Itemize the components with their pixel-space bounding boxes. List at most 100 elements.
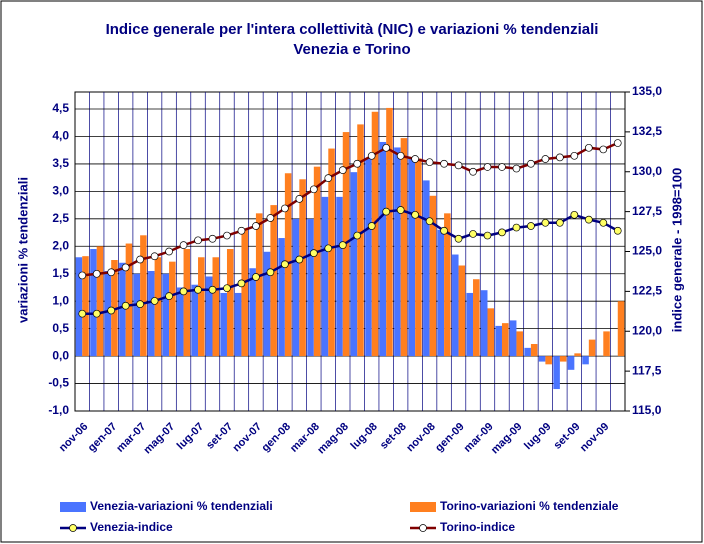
point [194,236,202,245]
point [92,309,101,318]
bar [582,356,589,365]
bar [429,195,437,357]
y2-tick-label: 120,0 [632,323,662,337]
point [136,300,144,308]
bar [270,205,277,357]
bar [501,323,509,357]
bar [278,238,285,357]
legend-swatch [60,502,86,512]
point [512,223,521,232]
bar [75,257,83,357]
point [425,158,434,167]
point [266,214,275,222]
bar [357,124,364,357]
bar [140,235,147,357]
point [584,143,593,152]
point [121,301,130,310]
point [570,210,579,219]
bar [177,287,184,357]
bar [162,273,170,357]
bar [313,166,321,357]
point [324,244,333,253]
legend-label: Torino-indice [440,520,515,534]
point [353,159,362,168]
point [92,269,101,278]
bar [408,158,416,357]
y-tick-label: 4,5 [52,101,69,115]
point [309,185,318,194]
y2-tick-label: 115,0 [632,403,662,417]
bar [480,290,488,357]
bar [473,279,480,357]
y-tick-label: 0,5 [52,321,69,335]
bar [191,284,199,357]
y2-tick-label: 132,5 [632,124,662,138]
point [78,309,87,318]
bar [559,356,567,362]
point [295,255,304,264]
point [107,306,116,315]
bar [307,218,314,357]
point [338,241,347,249]
bar [111,260,118,357]
point [338,166,347,175]
point [483,231,492,240]
point [121,263,130,272]
point [498,228,506,237]
bar [205,276,213,357]
point [483,163,492,171]
point [223,284,231,293]
point [208,234,217,243]
bar [133,273,141,357]
y-tick-label: -1,0 [48,403,69,417]
point [165,292,173,301]
bar [371,111,379,357]
y2-tick-label: 130,0 [632,164,662,178]
point [194,285,202,294]
point [541,218,550,227]
point [324,174,333,182]
point [454,234,463,243]
y2-tick-label: 117,5 [632,363,662,377]
point [556,218,564,227]
bar [321,196,329,357]
y-tick-label: 3,5 [52,156,69,170]
point [469,230,477,238]
point [425,217,434,226]
legend-marker [69,524,77,532]
y-tick-label: 3,0 [52,184,69,198]
bar [524,347,531,357]
bar [169,261,176,357]
point [382,143,391,152]
point [411,210,419,219]
point [570,151,579,160]
point [440,226,448,235]
point [440,159,448,168]
bar [220,292,227,357]
y2-tick-label: 127,5 [632,204,662,218]
point [382,207,391,216]
point [281,260,289,269]
bar [400,138,408,357]
chart-title: Indice generale per l'intera collettivit… [106,21,599,38]
bar [226,249,234,357]
bar [394,147,401,357]
point [469,167,477,176]
point [295,195,304,203]
bar [365,158,372,357]
y-tick-label: -0,5 [48,376,69,390]
legend-swatch [410,502,436,512]
point [584,215,593,224]
bar [553,356,560,390]
bar [350,172,358,357]
bar [466,292,474,357]
bar [487,308,495,357]
bar [249,268,256,357]
bar [574,353,581,357]
point [78,271,87,280]
point [237,226,246,235]
bar [495,325,502,357]
bar [90,249,97,357]
legend-label: Venezia-indice [90,520,173,534]
